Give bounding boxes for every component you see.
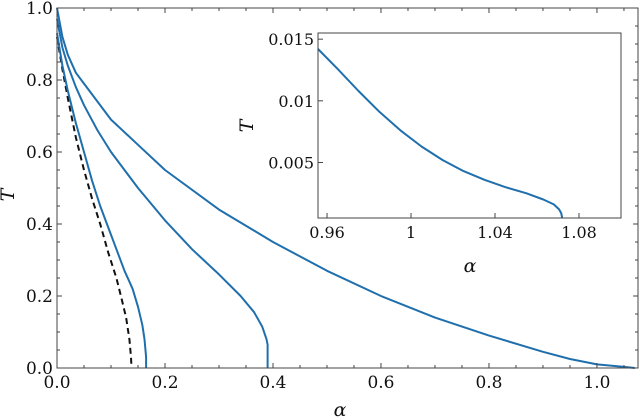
y-tick-label: 0.6 xyxy=(26,143,53,163)
curve-blue-1 xyxy=(56,33,148,368)
main-axis-ticks: 0.0 0.2 0.4 0.6 0.8 1.0 0.0 0.2 0.4 0.6 0.8 1.0 xyxy=(26,0,638,393)
inset-x-axis-label: α xyxy=(464,255,477,277)
inset-plot-frame xyxy=(317,32,622,219)
inset-plot: 0.96 1 1.04 1.08 0.005 0.01 0.015 α T xyxy=(236,30,622,277)
curve-dashed-black xyxy=(56,36,133,369)
y-tick-label: 1.0 xyxy=(26,0,53,19)
x-tick-label: 0.0 xyxy=(43,373,70,393)
x-tick-label: 1.04 xyxy=(477,223,513,242)
x-tick-label: 0.8 xyxy=(475,373,502,393)
y-tick-label: 0.0 xyxy=(26,359,53,379)
y-tick-label: 0.01 xyxy=(278,92,314,111)
main-y-axis-label: T xyxy=(0,187,19,201)
inset-curves xyxy=(317,48,564,219)
y-tick-label: 0.8 xyxy=(26,71,53,91)
y-tick-label: 0.4 xyxy=(26,215,53,235)
curve-blue-2 xyxy=(56,18,269,368)
y-tick-label: 0.015 xyxy=(268,30,314,49)
inset-background xyxy=(318,33,621,218)
main-curves xyxy=(56,7,635,369)
x-tick-label: 0.96 xyxy=(309,223,345,242)
curve-blue-3-zoom xyxy=(317,48,564,219)
main-x-axis-label: α xyxy=(334,399,347,420)
x-tick-label: 1.08 xyxy=(561,223,597,242)
main-plot-frame xyxy=(56,7,639,369)
x-tick-label: 1.0 xyxy=(583,373,610,393)
x-tick-label: 0.2 xyxy=(151,373,178,393)
inset-axis-ticks: 0.96 1 1.04 1.08 0.005 0.01 0.015 xyxy=(268,30,597,242)
x-tick-label: 1 xyxy=(406,223,416,242)
y-tick-label: 0.005 xyxy=(268,154,314,173)
y-tick-label: 0.2 xyxy=(26,287,53,307)
inset-y-axis-label: T xyxy=(236,118,258,132)
curve-blue-3 xyxy=(56,7,635,369)
x-tick-label: 0.4 xyxy=(259,373,286,393)
x-tick-label: 0.6 xyxy=(367,373,394,393)
